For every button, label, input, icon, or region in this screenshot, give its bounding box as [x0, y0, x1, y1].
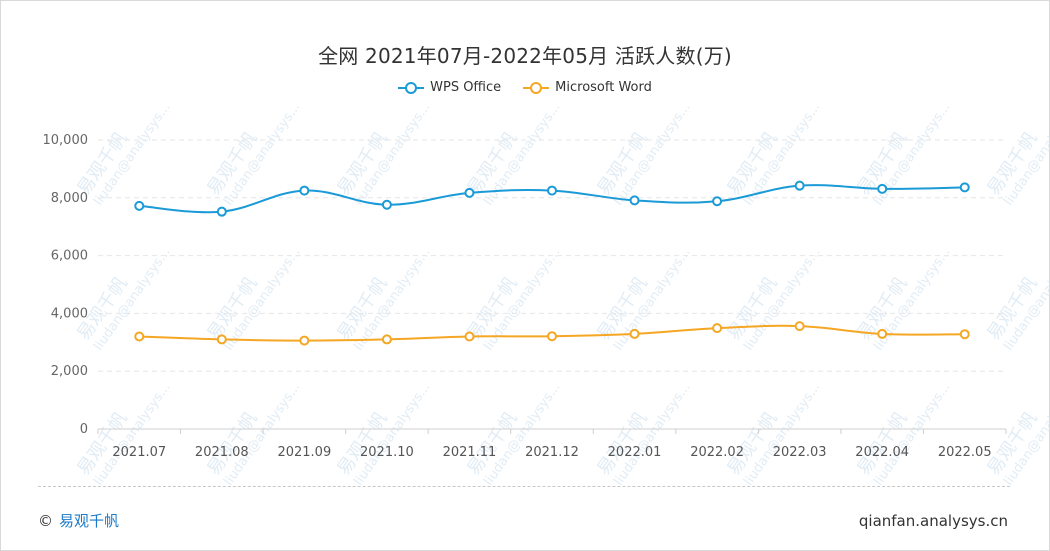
footer-divider: [38, 486, 1010, 487]
data-point: [464, 331, 475, 342]
footer-brand-name: 易观千帆: [59, 512, 120, 530]
legend-item-word[interactable]: Microsoft Word: [523, 80, 652, 95]
data-point: [959, 182, 970, 193]
data-point: [381, 199, 392, 210]
data-point: [216, 334, 227, 345]
data-point: [794, 180, 805, 191]
x-tick-label: 2021.09: [277, 445, 331, 460]
legend-label-wps: WPS Office: [430, 80, 502, 95]
y-tick-label: 4,000: [51, 306, 88, 321]
x-tick-label: 2021.07: [112, 445, 166, 460]
x-tick-label: 2021.08: [195, 445, 249, 460]
footer-brand: © 易观千帆: [38, 510, 119, 531]
y-tick-label: 8,000: [51, 191, 88, 206]
y-tick-label: 0: [80, 422, 88, 437]
x-tick-label: 2021.10: [360, 445, 414, 460]
x-tick-label: 2022.03: [773, 445, 827, 460]
legend-label-word: Microsoft Word: [555, 80, 652, 95]
x-tick-label: 2022.05: [938, 445, 992, 460]
footer-site[interactable]: qianfan.analysys.cn: [858, 512, 1008, 530]
data-point: [547, 331, 557, 342]
chart-title: 全网 2021年07月-2022年05月 活跃人数(万): [318, 44, 732, 68]
x-tick-label: 2021.12: [525, 445, 579, 460]
copyright-icon: ©: [38, 511, 53, 530]
x-tick-label: 2022.04: [855, 445, 909, 460]
data-point: [877, 328, 888, 339]
data-point: [712, 196, 723, 207]
data-point: [959, 329, 970, 340]
data-point: [134, 331, 145, 342]
data-point: [299, 185, 310, 196]
legend-item-wps[interactable]: WPS Office: [398, 80, 501, 95]
data-point: [299, 335, 310, 346]
x-tick-label: 2021.11: [443, 445, 497, 460]
data-point: [216, 206, 227, 217]
legend-marker-wps: [398, 81, 425, 94]
data-point: [134, 200, 145, 211]
data-point: [464, 187, 475, 198]
data-point: [547, 185, 557, 196]
legend-marker-word: [523, 81, 550, 94]
data-point: [877, 183, 888, 194]
data-point: [629, 195, 640, 206]
x-tick-label: 2022.01: [608, 445, 662, 460]
data-point: [712, 323, 723, 334]
data-point: [629, 328, 640, 339]
data-point: [381, 334, 392, 345]
legend: WPS Office Microsoft Word: [0, 80, 1050, 95]
y-tick-label: 6,000: [51, 249, 88, 264]
y-tick-label: 10,000: [43, 133, 89, 148]
x-tick-label: 2022.02: [690, 445, 744, 460]
data-point: [794, 321, 805, 332]
y-tick-label: 2,000: [51, 364, 88, 379]
